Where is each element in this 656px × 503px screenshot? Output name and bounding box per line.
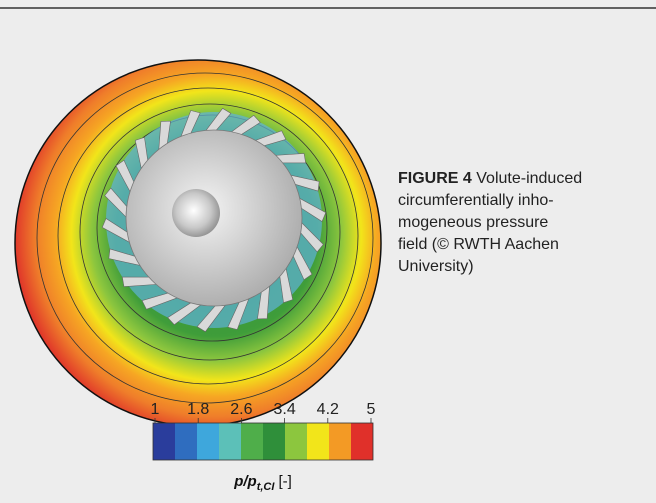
colorbar-label: p/pt,CI[-] (233, 473, 292, 493)
hub (172, 189, 220, 237)
caption: FIGURE 4 Volute-induced circumferentially… (398, 168, 648, 278)
label-unit: [-] (278, 473, 291, 490)
tick-label: 2.6 (230, 401, 252, 418)
label-main: p/p (233, 473, 257, 490)
tick-label: 4.2 (317, 401, 339, 418)
tick-label: 1.8 (187, 401, 209, 418)
page: 1 1.8 2.6 3.4 4.2 5 p/pt,CI[-] FIGURE 4 Volut… (0, 0, 656, 503)
caption-line: University) (398, 258, 474, 275)
colorbar (153, 423, 373, 460)
caption-line: Volute-induced (476, 170, 582, 187)
caption-line: field (© RWTH Aachen (398, 236, 559, 253)
label-sub: t,CI (257, 481, 276, 493)
caption-line: circumferentially inho- (398, 192, 554, 209)
tick-label: 1 (151, 401, 160, 418)
tick-label: 5 (367, 401, 376, 418)
caption-label: FIGURE 4 (398, 170, 472, 187)
caption-line: mogeneous pressure (398, 214, 548, 231)
tick-label: 3.4 (273, 401, 295, 418)
